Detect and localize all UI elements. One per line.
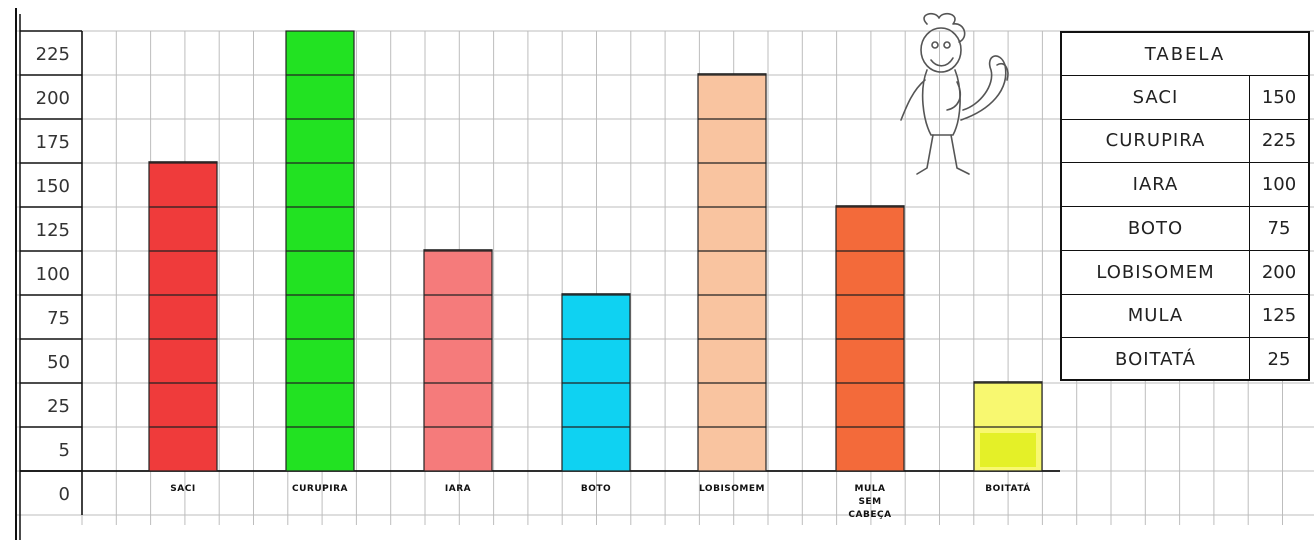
x-axis-labels: SACI CURUPIRA IARA BOTO LOBISOMEM MULA SEM CABE… <box>170 482 1030 520</box>
y-tick-label: 0 <box>59 484 70 505</box>
y-tick-label: 200 <box>36 88 70 109</box>
table-cell-name: BOITATÁ <box>1062 338 1250 381</box>
table-cell-value: 150 <box>1261 86 1297 108</box>
table-row: CURUPIRA 225 <box>1062 118 1308 163</box>
data-table: TABELA SACI 150 CURUPIRA 225 IARA 100 BOTO 75 LO… <box>1060 31 1310 381</box>
table-cell-name: MULA <box>1062 294 1250 337</box>
bar-highlight <box>980 433 1036 467</box>
table-cell-name: LOBISOMEM <box>1062 250 1250 294</box>
x-tick-label: MULA SEM CABEÇA <box>848 484 891 520</box>
x-tick-label: CURUPIRA <box>292 484 348 494</box>
table-row: IARA 100 <box>1062 162 1308 206</box>
table-cell-value: 125 <box>1261 305 1297 327</box>
table-cell-name: SACI <box>1062 76 1250 119</box>
bar <box>697 73 767 472</box>
table-cell-value: 225 <box>1261 130 1297 152</box>
x-tick-label: BOTO <box>581 484 611 494</box>
bar <box>423 249 493 472</box>
y-tick-label: 50 <box>47 352 70 373</box>
table-cell-name: IARA <box>1062 163 1250 206</box>
x-tick-label: LOBISOMEM <box>699 484 765 494</box>
table-cell-value: 25 <box>1267 348 1291 370</box>
curupira-cartoon-icon <box>900 12 1009 175</box>
table-cell-name: CURUPIRA <box>1062 119 1250 163</box>
y-tick-label: 25 <box>47 396 70 417</box>
x-tick-label: SACI <box>170 484 195 494</box>
table-cell-name: BOTO <box>1062 207 1250 250</box>
table-row: MULA 125 <box>1062 293 1308 337</box>
table-cell-value: 200 <box>1261 261 1297 283</box>
table-row: BOTO 75 <box>1062 206 1308 250</box>
table-cell-value: 75 <box>1267 217 1291 239</box>
y-tick-label: 125 <box>36 220 70 241</box>
y-tick-label: 75 <box>47 308 70 329</box>
table-title: TABELA <box>1144 43 1226 65</box>
bar <box>148 161 218 472</box>
table-row: SACI 150 <box>1062 75 1308 119</box>
y-tick-label: 5 <box>59 440 70 461</box>
y-tick-label: 150 <box>36 176 70 197</box>
x-tick-label: IARA <box>445 484 471 494</box>
y-tick-label: 100 <box>36 264 70 285</box>
x-tick-label: BOITATÁ <box>985 482 1030 494</box>
chart-bars <box>148 30 1043 472</box>
table-row: LOBISOMEM 200 <box>1062 249 1308 294</box>
table-row: BOITATÁ 25 <box>1062 337 1308 381</box>
y-tick-label: 225 <box>36 44 70 65</box>
table-cell-value: 100 <box>1261 174 1297 196</box>
y-tick-label: 175 <box>36 132 70 153</box>
